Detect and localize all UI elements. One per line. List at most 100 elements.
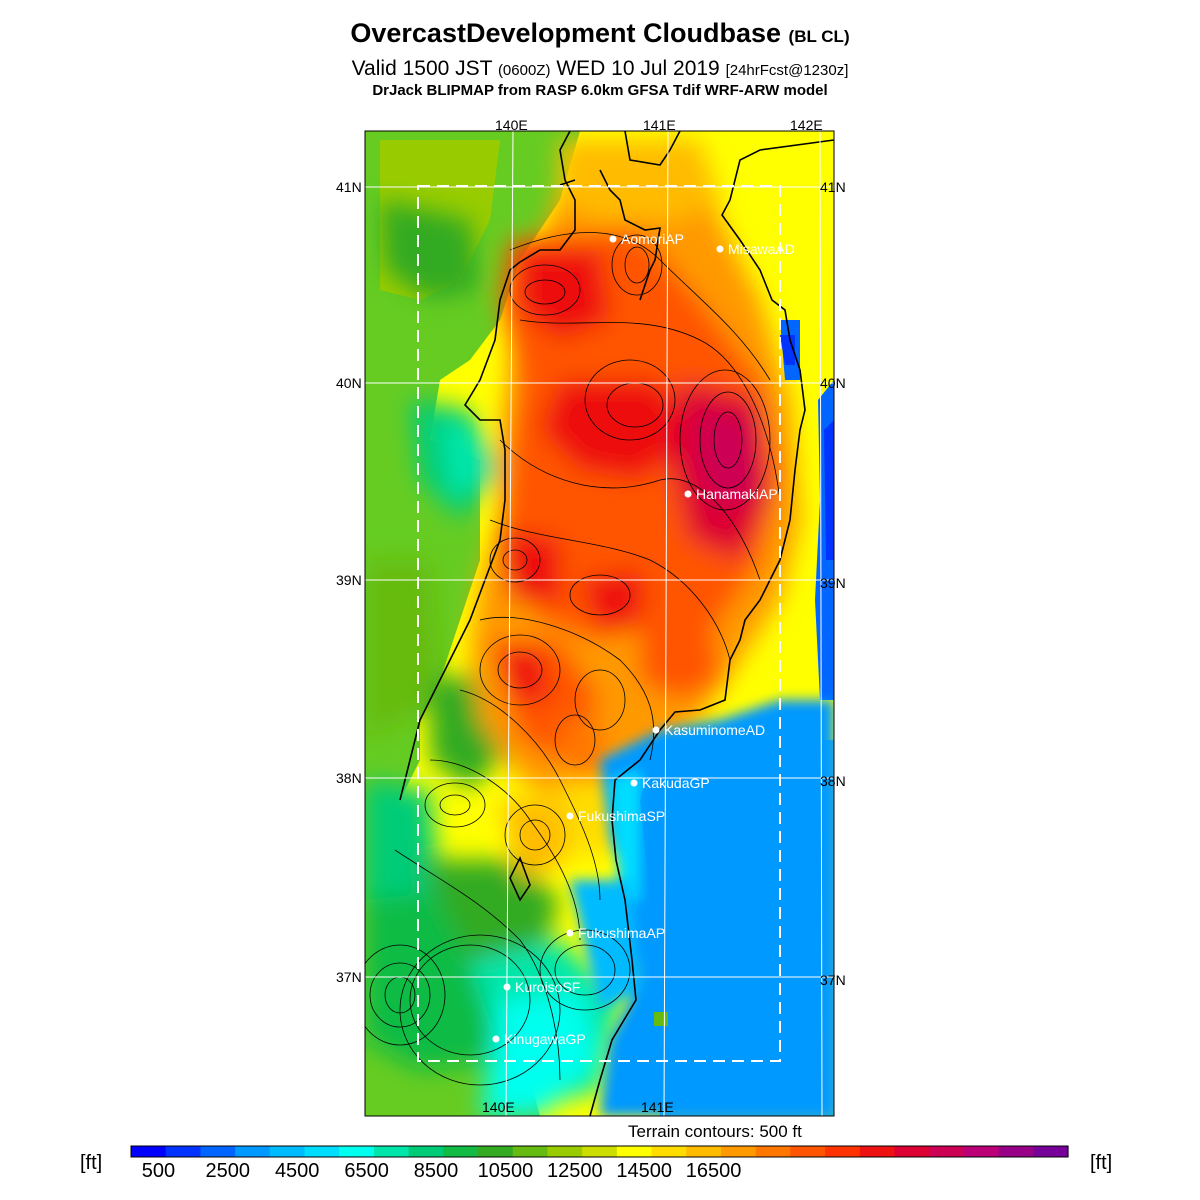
colorbar-swatch	[1033, 1146, 1069, 1157]
lat-right-label: 39N	[820, 575, 846, 591]
valid-time-line: Valid 1500 JST (0600Z) WED 10 Jul 2019 […	[0, 57, 1200, 81]
lat-left-label: 41N	[336, 179, 362, 195]
colorbar-swatch	[755, 1146, 791, 1157]
site-marker-icon	[630, 779, 638, 787]
lat-left-label: 40N	[336, 375, 362, 391]
colorbar-swatch	[131, 1146, 167, 1157]
colorbar-swatch	[825, 1146, 861, 1157]
colorbar-swatch	[547, 1146, 583, 1157]
graticule	[365, 130, 834, 1117]
site-marker-icon	[566, 929, 574, 937]
site-label: KuroisoSF	[515, 979, 580, 995]
lat-left-label: 39N	[336, 572, 362, 588]
colorbar-swatch	[339, 1146, 375, 1157]
cloudbase-field	[365, 131, 834, 1116]
colorbar-tick-label: 14500	[616, 1160, 672, 1182]
subdomain-box	[417, 185, 781, 1062]
site-aomoriap: AomoriAP	[609, 231, 684, 247]
site-label: MisawaAD	[728, 241, 795, 257]
lat-right-label: 37N	[820, 972, 846, 988]
colorbar-tick-label: 12500	[547, 1160, 603, 1182]
site-hanamakiap: HanamakiAP	[684, 486, 778, 502]
terrain-note: Terrain contours: 500 ft	[628, 1122, 802, 1141]
colorbar-unit-left: [ft]	[80, 1152, 102, 1174]
colorbar-tick-label: 6500	[344, 1160, 389, 1182]
colorbar-swatch	[929, 1146, 965, 1157]
colorbar-tick-label: 8500	[414, 1160, 459, 1182]
site-marker-icon	[609, 235, 617, 243]
colorbar-swatch	[582, 1146, 618, 1157]
colorbar-swatch	[512, 1146, 549, 1157]
terrain-contours	[365, 232, 781, 1086]
colorbar-swatch	[790, 1146, 826, 1157]
site-kuroisosf: KuroisoSF	[503, 979, 580, 995]
colorbar-swatch	[443, 1146, 479, 1157]
colorbar-swatch	[894, 1146, 930, 1157]
site-fukushimaap: FukushimaAP	[566, 925, 665, 941]
lon-top-label: 142E	[790, 117, 823, 133]
site-marker-icon	[716, 245, 724, 253]
colorbar-swatch	[478, 1146, 514, 1157]
colorbar-swatch	[859, 1146, 896, 1157]
coastline	[399, 131, 834, 1116]
valid-prefix: Valid 1500 JST	[351, 57, 493, 80]
site-label: AomoriAP	[621, 231, 684, 247]
lat-left-label: 38N	[336, 770, 362, 786]
site-marker-icon	[503, 983, 511, 991]
colorbar-swatch	[998, 1146, 1034, 1157]
site-misawaad: MisawaAD	[716, 241, 795, 257]
colorbar-unit-right: [ft]	[1090, 1152, 1112, 1174]
model-source: DrJack BLIPMAP from RASP 6.0km GFSA Tdif…	[372, 82, 828, 99]
valid-date: WED 10 Jul 2019	[556, 57, 720, 80]
site-label: HanamakiAP	[696, 486, 778, 502]
colorbar-swatch	[165, 1146, 201, 1157]
colorbar-swatch	[373, 1146, 410, 1157]
lon-bottom-label: 140E	[482, 1099, 515, 1115]
valid-zulu: (0600Z)	[497, 62, 551, 79]
site-marker-icon	[492, 1035, 500, 1043]
graticule-labels: 140E 141E 142E 140E 141E 41N 40N 39N 38N…	[336, 117, 846, 1115]
site-label: KakudaGP	[642, 775, 710, 791]
site-kakudagp: KakudaGP	[630, 775, 710, 791]
lon-bottom-label: 141E	[641, 1099, 674, 1115]
colorbar-ticks: 500 2500 4500 6500 8500 10500 12500 14500 16500	[142, 1160, 742, 1182]
lat-right-label: 41N	[820, 179, 846, 195]
lon-top-label: 141E	[643, 117, 676, 133]
colorbar-tick-label: 16500	[686, 1160, 742, 1182]
site-label: KasuminomeAD	[664, 722, 765, 738]
site-kasuminomead: KasuminomeAD	[652, 722, 765, 738]
colorbar-swatch	[651, 1146, 687, 1157]
site-kinugawagp: KinugawaGP	[492, 1031, 586, 1047]
title-suffix: (BL CL)	[788, 27, 850, 46]
colorbar-swatch	[408, 1146, 444, 1157]
lat-right-label: 38N	[820, 773, 846, 789]
site-label: FukushimaSP	[578, 808, 665, 824]
location-markers: AomoriAP MisawaAD HanamakiAP KasuminomeA…	[492, 231, 795, 1047]
site-marker-icon	[566, 812, 574, 820]
colorbar-tick-label: 4500	[275, 1160, 320, 1182]
lon-top-label: 140E	[495, 117, 528, 133]
colorbar-swatch	[616, 1146, 653, 1157]
colorbar-swatch	[686, 1146, 722, 1157]
colorbar-swatch	[963, 1146, 1000, 1157]
colorbar	[131, 1146, 1069, 1157]
colorbar-swatch	[304, 1146, 340, 1157]
colorbar-tick-label: 10500	[478, 1160, 534, 1182]
site-marker-icon	[652, 726, 660, 734]
site-fukushimasp: FukushimaSP	[566, 808, 665, 824]
colorbar-swatch	[200, 1146, 236, 1157]
colorbar-swatch	[720, 1146, 757, 1157]
lat-left-label: 37N	[336, 969, 362, 985]
colorbar-swatch	[269, 1146, 306, 1157]
forecast-info: [24hrFcst@1230z]	[725, 62, 849, 79]
colorbar-frame	[130, 1145, 1069, 1158]
colorbar-tick-label: 2500	[206, 1160, 251, 1182]
site-label: FukushimaAP	[578, 925, 665, 941]
colorbar-swatch	[235, 1146, 271, 1157]
title-text: OvercastDevelopment Cloudbase	[350, 18, 782, 48]
map-title: OvercastDevelopment Cloudbase (BL CL)	[0, 18, 1200, 49]
map-frame	[364, 130, 835, 1117]
site-marker-icon	[684, 490, 692, 498]
site-label: KinugawaGP	[504, 1031, 586, 1047]
